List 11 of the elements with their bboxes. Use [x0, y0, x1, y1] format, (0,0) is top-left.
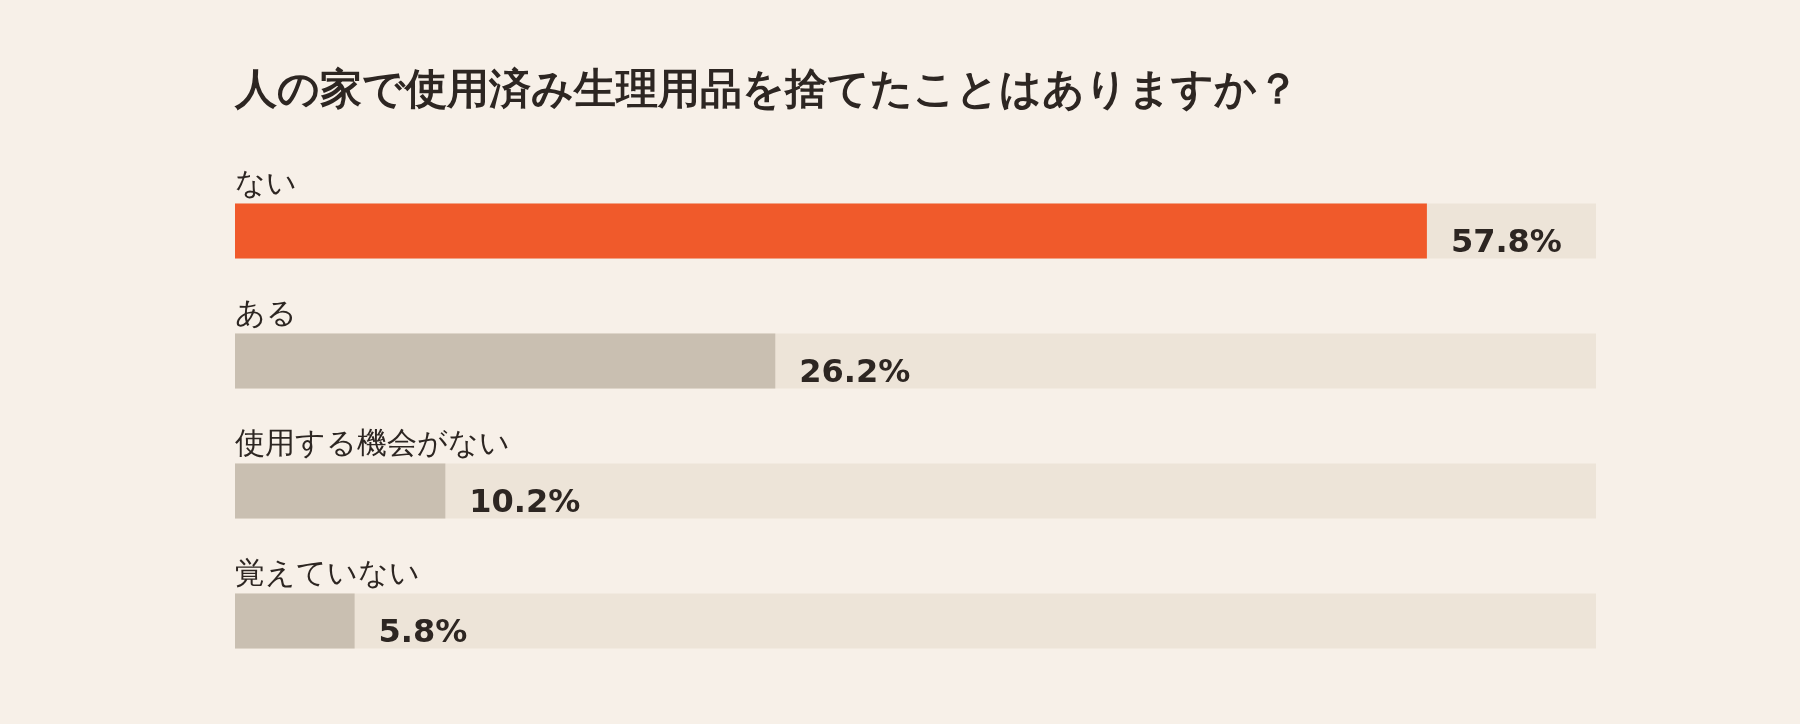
bar: [235, 463, 446, 519]
y-tick-label: 使用する機会がない: [235, 425, 510, 460]
y-tick-label: 覚えていない: [235, 555, 420, 590]
data-label: 5.8%: [378, 612, 468, 650]
data-label: 10.2%: [469, 482, 581, 520]
data-label: 57.8%: [1450, 222, 1562, 260]
y-tick-label: ある: [235, 295, 297, 330]
y-tick-label: ない: [235, 165, 297, 200]
data-label: 26.2%: [799, 352, 911, 390]
bar: [235, 593, 355, 649]
chart-title: 人の家で使用済み生理用品を捨てたことはありますか？: [234, 64, 1299, 113]
